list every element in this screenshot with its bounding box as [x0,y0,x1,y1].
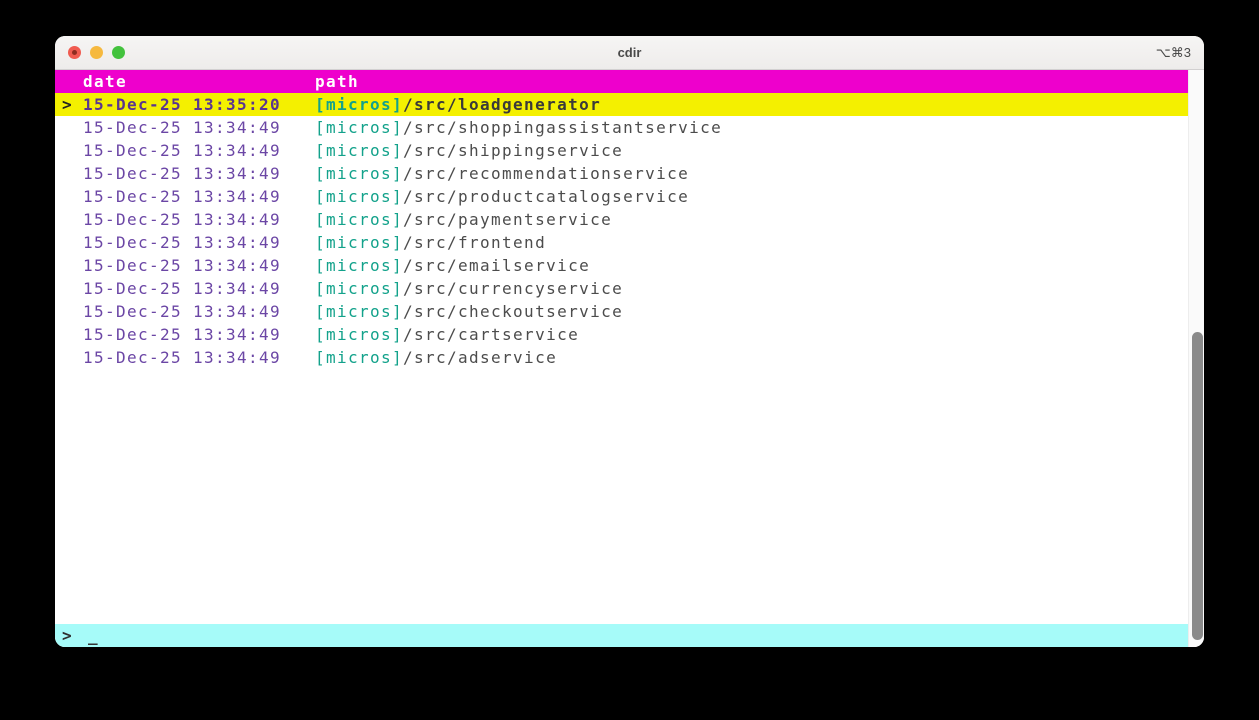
window-shortcut-badge: ⌥⌘3 [1155,45,1191,60]
row-path: /src/shoppingassistantservice [403,118,723,137]
row-path: /src/emailservice [403,256,591,275]
row-path: /src/currencyservice [403,279,624,298]
row-path: /src/productcatalogservice [403,187,690,206]
table-row[interactable]: 15-Dec-25 13:34:49 [micros]/src/emailserv… [55,254,1188,277]
row-path: /src/checkoutservice [403,302,624,321]
table-row[interactable]: 15-Dec-25 13:34:49 [micros]/src/paymentse… [55,208,1188,231]
row-path-cell: [micros]/src/emailservice [315,254,590,277]
selected-row-marker: > [62,95,74,114]
table-row[interactable]: 15-Dec-25 13:34:49 [micros]/src/adservice [55,346,1188,369]
row-repo-tag: [micros] [315,210,404,229]
column-header-date: date [83,72,128,91]
row-path: /src/recommendationservice [403,164,690,183]
row-path-cell: [micros]/src/loadgenerator [315,93,601,116]
row-date: 15-Dec-25 13:34:49 [83,348,282,367]
row-date: 15-Dec-25 13:34:49 [83,325,282,344]
row-path: /src/frontend [403,233,547,252]
row-repo-tag: [micros] [315,302,404,321]
row-date: 15-Dec-25 13:34:49 [83,118,282,137]
row-repo-tag: [micros] [315,348,404,367]
cdir-window: cdir ⌥⌘3 date path >15-Dec-25 13:35:20 [m… [55,36,1204,647]
table-row[interactable]: 15-Dec-25 13:34:49 [micros]/src/currencys… [55,277,1188,300]
row-repo-tag: [micros] [315,187,404,206]
table-row[interactable]: 15-Dec-25 13:34:49 [micros]/src/productca… [55,185,1188,208]
scrollbar-thumb[interactable] [1192,332,1203,640]
row-date: 15-Dec-25 13:34:49 [83,164,282,183]
row-path-cell: [micros]/src/recommendationservice [315,162,689,185]
row-path-cell: [micros]/src/shippingservice [315,139,623,162]
row-path-cell: [micros]/src/cartservice [315,323,579,346]
row-repo-tag: [micros] [315,325,404,344]
row-path-cell: [micros]/src/productcatalogservice [315,185,689,208]
row-date: 15-Dec-25 13:34:49 [83,233,282,252]
directory-list: >15-Dec-25 13:35:20 [micros]/src/loadgene… [55,93,1204,369]
row-date: 15-Dec-25 13:34:49 [83,279,282,298]
table-row[interactable]: 15-Dec-25 13:34:49 [micros]/src/frontend [55,231,1188,254]
row-repo-tag: [micros] [315,118,404,137]
row-path: /src/paymentservice [403,210,613,229]
minimize-button[interactable] [90,46,103,59]
row-path: /src/adservice [403,348,558,367]
scrollbar-track[interactable] [1188,70,1204,647]
window-title: cdir [617,45,642,60]
table-row[interactable]: 15-Dec-25 13:34:49 [micros]/src/recommend… [55,162,1188,185]
zoom-button[interactable] [112,46,125,59]
row-path: /src/loadgenerator [403,95,602,114]
row-path-cell: [micros]/src/paymentservice [315,208,612,231]
terminal-content: date path >15-Dec-25 13:35:20 [micros]/sr… [55,70,1204,647]
table-header-row: date path [55,70,1188,93]
table-row[interactable]: 15-Dec-25 13:34:49 [micros]/src/shoppinga… [55,116,1188,139]
row-path-cell: [micros]/src/currencyservice [315,277,623,300]
row-path-cell: [micros]/src/shoppingassistantservice [315,116,722,139]
table-row[interactable]: 15-Dec-25 13:34:49 [micros]/src/checkouts… [55,300,1188,323]
traffic-lights [68,46,125,59]
title-bar: cdir ⌥⌘3 [55,36,1204,70]
row-path: /src/cartservice [403,325,580,344]
table-row[interactable]: 15-Dec-25 13:34:49 [micros]/src/cartservi… [55,323,1188,346]
row-path: /src/shippingservice [403,141,624,160]
row-date: 15-Dec-25 13:34:49 [83,187,282,206]
table-row[interactable]: 15-Dec-25 13:34:49 [micros]/src/shippings… [55,139,1188,162]
row-path-cell: [micros]/src/frontend [315,231,546,254]
row-repo-tag: [micros] [315,141,404,160]
row-path-cell: [micros]/src/checkoutservice [315,300,623,323]
row-date: 15-Dec-25 13:34:49 [83,256,282,275]
text-cursor: _ [88,626,100,645]
row-date: 15-Dec-25 13:35:20 [83,95,282,114]
prompt-symbol: > [62,626,74,645]
row-repo-tag: [micros] [315,164,404,183]
filter-prompt-bar[interactable]: > _ [55,624,1188,647]
row-date: 15-Dec-25 13:34:49 [83,141,282,160]
row-repo-tag: [micros] [315,256,404,275]
close-button[interactable] [68,46,81,59]
row-path-cell: [micros]/src/adservice [315,346,557,369]
column-header-path: path [315,72,360,91]
row-repo-tag: [micros] [315,279,404,298]
table-row[interactable]: >15-Dec-25 13:35:20 [micros]/src/loadgene… [55,93,1188,116]
row-repo-tag: [micros] [315,95,404,114]
row-date: 15-Dec-25 13:34:49 [83,302,282,321]
row-date: 15-Dec-25 13:34:49 [83,210,282,229]
row-repo-tag: [micros] [315,233,404,252]
